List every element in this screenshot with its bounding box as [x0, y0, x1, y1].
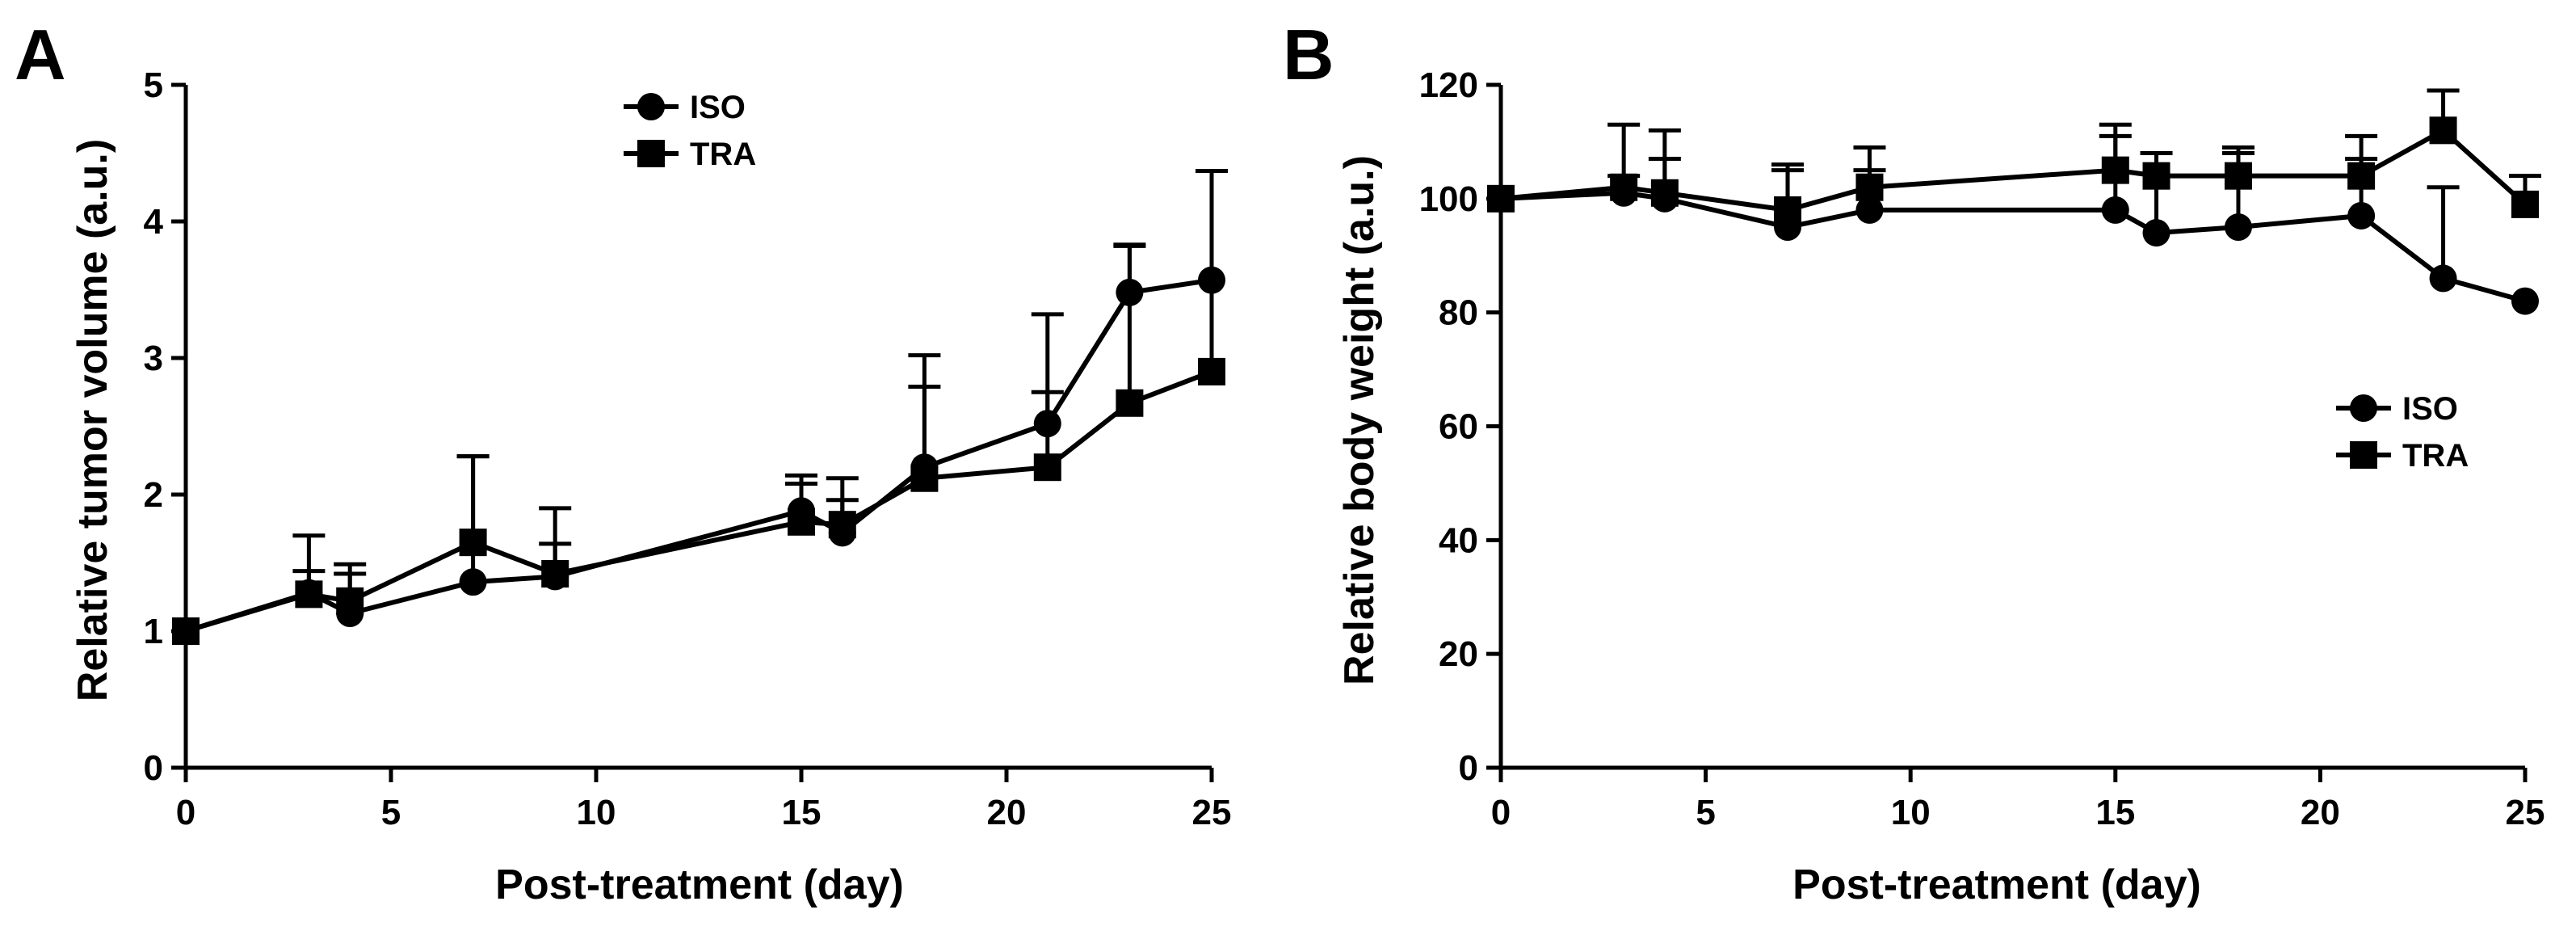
panel-b-legend: ISO TRA — [2336, 391, 2469, 474]
panel-a-tra-data-point — [295, 580, 323, 609]
panel-b-iso-data-point — [2511, 287, 2539, 315]
panel-a-iso-data-point — [1033, 410, 1061, 438]
panel-b-legend-iso-marker — [2350, 394, 2377, 422]
panel-b-x-tick-label: 15 — [2095, 793, 2135, 832]
panel-b-y-tick-label: 0 — [1459, 748, 1478, 788]
panel-b-body-weight-chart: B 0 20 40 60 80 100 120 0 5 10 15 20 25 Post-treatme… — [1283, 15, 2544, 908]
panel-b-tra-data-point — [2511, 190, 2539, 218]
panel-a-tra-data-point — [336, 587, 364, 615]
panel-b-tra-data-point — [2224, 162, 2252, 190]
panel-b-error-bars — [1607, 88, 2541, 279]
panel-b-x-tick-label: 10 — [1891, 793, 1931, 832]
panel-b-iso-data-point — [2429, 264, 2457, 293]
panel-a-iso-data-point — [1198, 266, 1225, 294]
panel-a-legend-iso-marker — [637, 93, 665, 120]
panel-b-letter: B — [1283, 15, 1334, 95]
panel-b-y-tick-label: 100 — [1419, 179, 1478, 219]
panel-a-x-tick-label: 15 — [782, 793, 822, 832]
panel-a-legend-iso-label: ISO — [690, 90, 746, 125]
panel-a-y-tick-label: 0 — [144, 748, 163, 788]
panel-b-tra-data-point — [1650, 179, 1679, 207]
panel-b-tra-data-point — [1487, 184, 1515, 213]
panel-b-legend-tra-marker — [2350, 441, 2377, 469]
panel-a-tra-data-point — [541, 560, 569, 588]
panel-b-y-tick-label: 20 — [1439, 634, 1478, 674]
panel-a-legend-tra-label: TRA — [690, 137, 756, 172]
panel-b-iso-data-point — [2224, 213, 2252, 242]
panel-a-error-bars — [292, 168, 1228, 614]
panel-a-iso-data-point — [459, 568, 487, 596]
panel-b-tick-labels: 0 20 40 60 80 100 120 0 5 10 15 20 25 — [1419, 65, 2545, 832]
panel-b-y-tick-label: 60 — [1439, 407, 1478, 447]
panel-b-y-tick-label: 80 — [1439, 293, 1478, 333]
panel-a-tra-data-point — [1198, 357, 1225, 385]
panel-b-tra-data-point — [2429, 116, 2457, 145]
panel-b-tra-data-point — [1774, 196, 1802, 224]
panel-b-x-tick-label: 5 — [1696, 793, 1715, 832]
panel-b-x-tick-label: 25 — [2506, 793, 2545, 832]
panel-a-tra-data-point — [1116, 389, 1144, 417]
panel-b-y-tick-label: 40 — [1439, 520, 1478, 560]
panel-a-y-axis-title: Relative tumor volume (a.u.) — [69, 139, 116, 701]
panel-a-legend: ISO TRA — [624, 90, 756, 172]
panel-a-tra-data-point — [910, 464, 939, 492]
panel-a-axes — [171, 82, 1214, 782]
panel-b-legend-tra-label: TRA — [2402, 438, 2469, 474]
panel-a-x-tick-label: 20 — [987, 793, 1027, 832]
panel-a-y-tick-label: 5 — [144, 65, 163, 105]
panel-a-tick-labels: 0 1 2 3 4 5 0 5 10 15 20 25 — [144, 65, 1232, 832]
panel-a-x-tick-label: 5 — [381, 793, 401, 832]
panel-b-tra-data-point — [2142, 162, 2170, 190]
panel-b-tra-data-point — [1855, 173, 1884, 201]
panel-a-x-tick-label: 0 — [176, 793, 195, 832]
panel-a-legend-tra-marker — [637, 140, 665, 167]
panel-b-legend-iso-label: ISO — [2402, 391, 2458, 427]
panel-b-tra-data-point — [1610, 173, 1638, 201]
panel-b-y-axis-title: Relative body weight (a.u.) — [1336, 155, 1383, 685]
panel-b-iso-data-point — [2142, 219, 2170, 247]
panel-a-iso-data-point — [1116, 278, 1144, 306]
panel-a-tra-data-point — [172, 617, 200, 645]
panel-a-tra-data-point — [828, 511, 856, 539]
panel-a-y-tick-label: 2 — [144, 475, 163, 515]
panel-a-markers — [172, 266, 1225, 645]
panel-b-iso-data-point — [1855, 196, 1884, 224]
panel-a-y-tick-label: 1 — [144, 612, 163, 651]
panel-b-y-tick-label: 120 — [1419, 65, 1478, 105]
panel-a-x-axis-title: Post-treatment (day) — [495, 861, 904, 908]
panel-b-iso-data-point — [2101, 196, 2129, 224]
panel-a-tra-data-point — [459, 529, 487, 557]
panel-a-tra-data-point — [1033, 453, 1061, 482]
panel-a-x-tick-label: 25 — [1192, 793, 1232, 832]
panel-a-tra-data-point — [788, 508, 815, 536]
panel-a-y-tick-label: 3 — [144, 339, 163, 378]
panel-b-markers — [1487, 116, 2539, 315]
panel-a-letter: A — [15, 15, 66, 95]
panel-a-y-tick-label: 4 — [144, 202, 164, 242]
panel-b-x-tick-label: 0 — [1491, 793, 1511, 832]
panel-b-tra-data-point — [2101, 156, 2129, 184]
panel-b-tra-data-point — [2347, 162, 2376, 190]
panel-b-iso-data-point — [2347, 201, 2376, 230]
panel-b-x-axis-title: Post-treatment (day) — [1792, 861, 2201, 908]
panel-a-x-tick-label: 10 — [577, 793, 616, 832]
panel-b-x-tick-label: 20 — [2301, 793, 2340, 832]
